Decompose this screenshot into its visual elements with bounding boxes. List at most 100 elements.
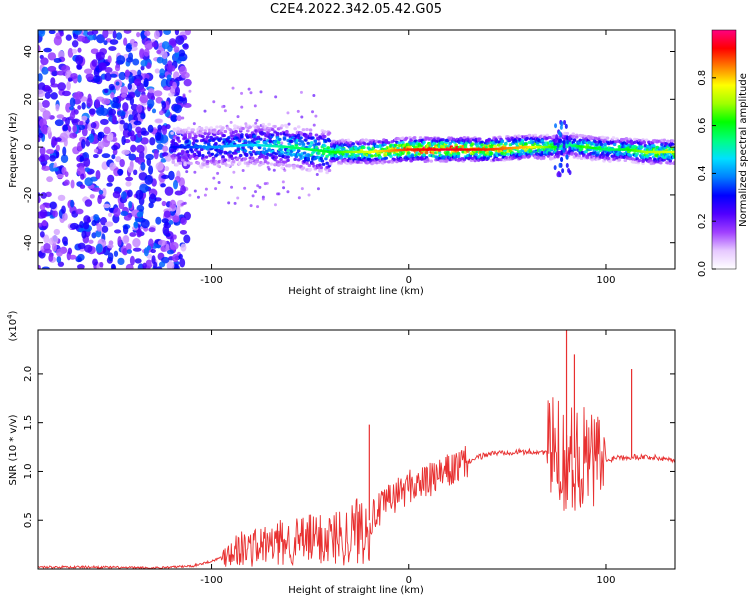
spectrogram-cell bbox=[148, 202, 154, 209]
spectrogram-cell bbox=[89, 194, 95, 199]
spectrogram-cell bbox=[176, 115, 182, 122]
spectrogram-cell bbox=[175, 95, 184, 105]
spectrogram-cell bbox=[236, 147, 241, 151]
spectrogram-cell bbox=[46, 176, 54, 183]
spectrogram-cell bbox=[565, 154, 569, 160]
spectrogram-cell bbox=[117, 168, 124, 176]
spectrogram-cell bbox=[397, 141, 402, 145]
spectrogram-cell bbox=[101, 153, 111, 159]
colorbar-tick-label: 0.6 bbox=[697, 118, 708, 134]
spectrogram-cell bbox=[93, 214, 100, 221]
spectrogram-cell bbox=[256, 125, 261, 130]
spectrogram-cell bbox=[203, 131, 208, 136]
spectrogram-cell bbox=[212, 133, 217, 137]
spectrogram-cell bbox=[637, 158, 642, 163]
spectrogram-cell bbox=[218, 137, 223, 141]
spectrogram-cell bbox=[81, 115, 88, 121]
spectrogram-cell bbox=[274, 152, 279, 156]
spectrogram-cell bbox=[149, 137, 156, 146]
spectrogram-cell bbox=[115, 32, 123, 40]
spectrogram-cell bbox=[307, 163, 312, 168]
colorbar-tick-label: 0.0 bbox=[697, 261, 708, 277]
spectrogram-cell bbox=[83, 221, 90, 230]
spectrogram-cell bbox=[104, 88, 109, 94]
spectrogram-cell bbox=[360, 138, 365, 142]
spectrogram-cell bbox=[293, 127, 297, 131]
spectrogram-cell bbox=[125, 181, 132, 187]
spectrogram-cell bbox=[215, 125, 219, 129]
spectrogram-cell bbox=[322, 144, 327, 148]
spectrogram-cell bbox=[144, 174, 153, 185]
spectrogram-cell bbox=[480, 143, 484, 147]
spectrogram-cell bbox=[172, 81, 177, 89]
spectrogram-x-label: Height of straight line (km) bbox=[288, 286, 424, 297]
spectrogram-cell bbox=[51, 235, 59, 244]
spectrogram-cell bbox=[341, 147, 346, 151]
spectrogram-cell bbox=[128, 153, 137, 161]
spectrogram-cell bbox=[53, 57, 62, 64]
spectrogram-cell bbox=[145, 259, 153, 269]
spectrogram-cell bbox=[158, 110, 164, 116]
spectrogram-cell bbox=[94, 99, 100, 109]
spectrogram-cell bbox=[81, 138, 86, 149]
spectrogram-cell bbox=[203, 193, 207, 197]
spectrogram-cell bbox=[384, 139, 389, 143]
spectrogram-cell bbox=[261, 161, 266, 165]
spectrogram-cell bbox=[117, 110, 126, 117]
spectrogram-cell bbox=[77, 242, 86, 250]
spectrogram-cell bbox=[180, 243, 187, 252]
spectrogram-cell bbox=[61, 90, 71, 97]
spectrogram-cell bbox=[605, 136, 610, 140]
spectrogram-cell bbox=[249, 146, 254, 151]
spectrogram-cell bbox=[38, 132, 44, 139]
spectrogram-cell bbox=[107, 55, 112, 64]
spectrogram-cell bbox=[525, 136, 529, 141]
spectrogram-cell bbox=[280, 141, 284, 145]
spectrogram-cell bbox=[216, 164, 221, 168]
spectrogram-cell bbox=[280, 150, 284, 154]
spectrogram-cell bbox=[53, 167, 59, 172]
spectrogram-cell bbox=[314, 114, 318, 118]
spectrogram-cell bbox=[76, 64, 82, 70]
spectrogram-cell bbox=[171, 160, 176, 165]
spectrogram-cell bbox=[115, 81, 120, 86]
snr-series-line bbox=[38, 397, 675, 569]
spectrogram-cell bbox=[574, 135, 579, 139]
spectrogram-cell bbox=[112, 114, 117, 124]
spectrogram-x-tick-label: 0 bbox=[406, 275, 412, 286]
spectrogram-cell bbox=[104, 72, 112, 82]
spectrogram-cell bbox=[560, 150, 564, 156]
spectrogram-cell bbox=[437, 150, 442, 155]
spectrogram-cell bbox=[635, 152, 639, 156]
snr-y-tick-label: 2.0 bbox=[23, 366, 34, 382]
spectrogram-cell bbox=[662, 138, 667, 142]
spectrogram-cell bbox=[442, 155, 447, 159]
spectrogram-cell bbox=[346, 138, 351, 142]
spectrogram-cell bbox=[204, 187, 208, 191]
spectrogram-cell bbox=[568, 146, 572, 152]
spectrogram-cell bbox=[169, 199, 177, 209]
spectrogram-cell bbox=[158, 261, 166, 268]
snr-y-tick-label: 1.0 bbox=[23, 463, 34, 479]
spectrogram-cell bbox=[88, 133, 95, 143]
spectrogram-cell bbox=[201, 154, 205, 158]
spectrogram-cell bbox=[227, 158, 231, 162]
spectrogram-cell bbox=[67, 47, 74, 58]
spectrogram-cell bbox=[243, 186, 247, 190]
spectrogram-cell bbox=[122, 102, 129, 112]
spectrogram-cell bbox=[205, 164, 210, 169]
spectrogram-cell bbox=[104, 67, 113, 74]
spectrogram-cell bbox=[129, 255, 135, 266]
spectrogram-cell bbox=[117, 235, 122, 246]
spectrogram-cell bbox=[107, 252, 114, 262]
spectrogram-cell bbox=[99, 261, 104, 268]
spectrogram-cell bbox=[229, 154, 234, 158]
spectrogram-x-tick-label: 100 bbox=[596, 275, 615, 286]
spectrogram-cell bbox=[645, 154, 650, 158]
spectrogram-cell bbox=[253, 104, 257, 108]
spectrogram-cell bbox=[319, 165, 323, 170]
spectrogram-cell bbox=[91, 220, 97, 227]
spectrogram-cell bbox=[326, 146, 331, 150]
spectrogram-cell bbox=[474, 152, 479, 157]
spectrogram-cell bbox=[640, 145, 644, 149]
